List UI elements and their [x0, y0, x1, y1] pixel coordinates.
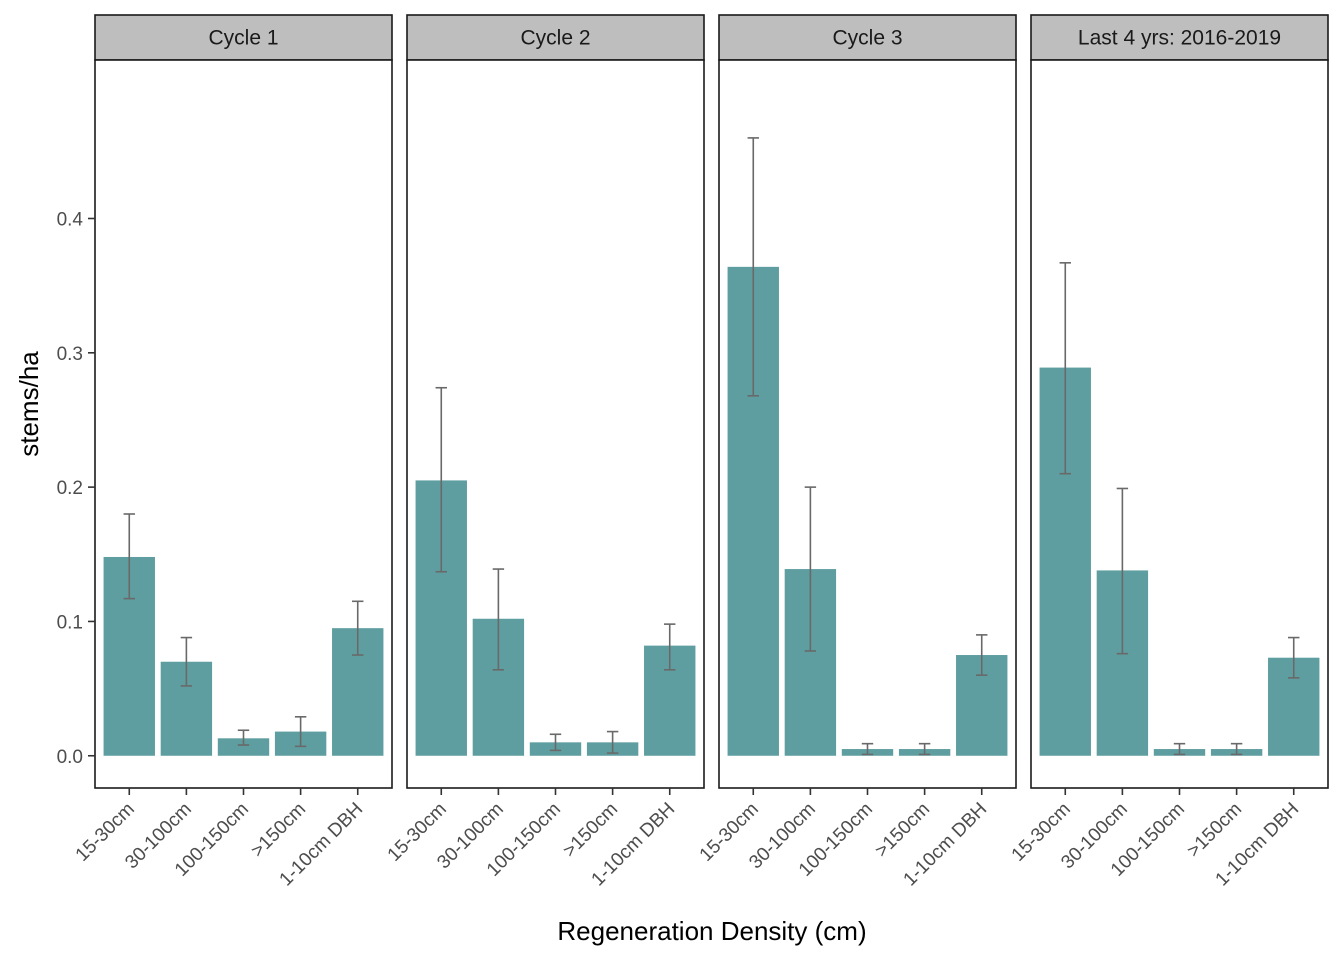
error-bar — [1173, 742, 1186, 756]
panel-3: Cycle 315-30cm30-100cm100-150cm>150cm1-1… — [696, 14, 1017, 890]
y-tick-label: 0.3 — [57, 344, 83, 365]
facet-title: Cycle 2 — [520, 27, 590, 50]
error-bar — [976, 634, 988, 676]
facet-title: Cycle 3 — [832, 27, 902, 50]
facet-strip — [94, 14, 393, 61]
error-bar — [861, 742, 874, 756]
chart-panels: Cycle 115-30cm30-100cm100-150cm>150cm1-1… — [72, 14, 1329, 890]
facet-title: Last 4 yrs: 2016-2019 — [1078, 27, 1281, 50]
error-bar — [664, 623, 676, 671]
error-bar — [549, 733, 562, 752]
y-tick-label: 0.0 — [57, 747, 83, 768]
error-bar — [352, 600, 364, 656]
facet-strip — [406, 14, 705, 61]
y-tick-label: 0.1 — [57, 612, 83, 633]
error-bar — [492, 568, 505, 671]
facet-strip — [718, 14, 1017, 61]
error-bar — [1116, 487, 1129, 655]
error-bar — [435, 386, 447, 573]
panel-2: Cycle 215-30cm30-100cm100-150cm>150cm1-1… — [384, 14, 705, 890]
x-axis-title: Regeneration Density (cm) — [557, 916, 866, 946]
error-bar — [606, 730, 619, 754]
y-axis: 0.0 0.1 0.2 0.3 0.4 — [57, 209, 95, 768]
error-bar — [237, 729, 250, 746]
facet-title: Cycle 1 — [208, 27, 278, 50]
error-bar — [804, 486, 817, 652]
error-bar — [1288, 636, 1300, 679]
panel-4: Last 4 yrs: 2016-201915-30cm30-100cm100-… — [1008, 14, 1329, 890]
error-bar — [1230, 742, 1243, 756]
y-tick-label: 0.2 — [57, 478, 83, 499]
error-bar — [123, 513, 135, 600]
error-bar — [918, 742, 931, 756]
error-bar — [294, 716, 307, 748]
error-bar — [180, 636, 193, 687]
error-bar — [747, 137, 759, 397]
bar — [217, 738, 270, 756]
error-bar — [1059, 262, 1071, 475]
y-tick-label: 0.4 — [57, 209, 84, 230]
panel-1: Cycle 115-30cm30-100cm100-150cm>150cm1-1… — [72, 14, 393, 890]
y-axis-title: stems/ha — [14, 351, 44, 457]
